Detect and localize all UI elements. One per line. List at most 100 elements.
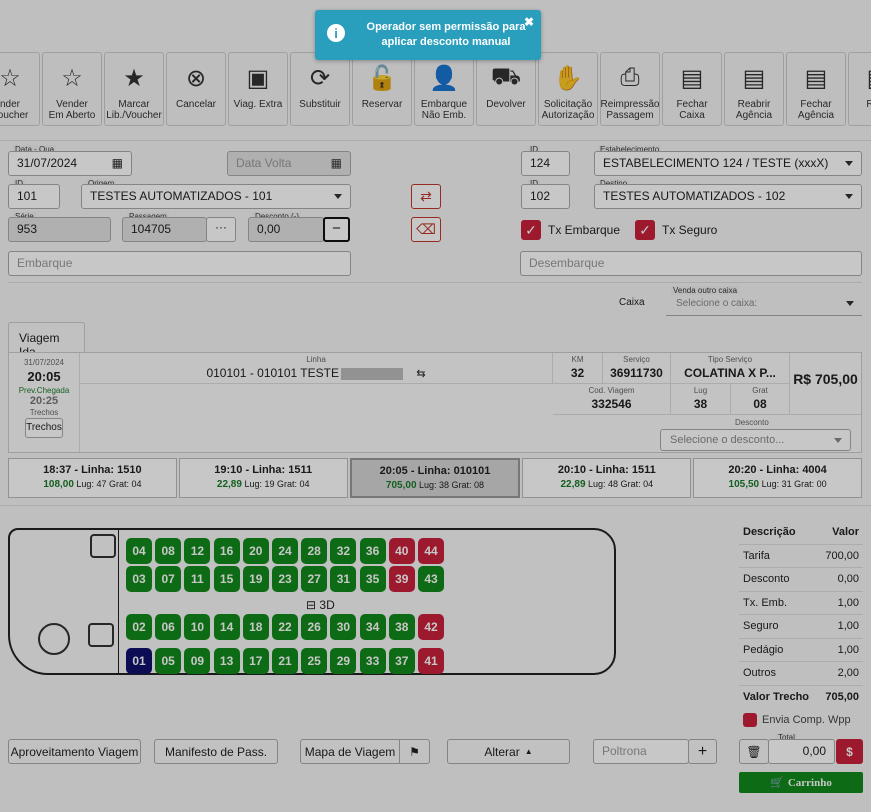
seat-44[interactable]: 44 xyxy=(418,538,444,564)
seat-04[interactable]: 04 xyxy=(126,538,152,564)
seat-15[interactable]: 15 xyxy=(213,566,240,592)
seat-42[interactable]: 42 xyxy=(418,614,444,640)
walk-button[interactable]: ⚑ xyxy=(399,739,430,764)
desembarque-field[interactable]: Desembarque xyxy=(520,251,862,276)
departure-option[interactable]: 20:10 - Linha: 1511 22,89 Lug: 48 Grat: 0… xyxy=(522,458,692,498)
return-date-field[interactable]: Data Volta ▦ xyxy=(227,151,351,176)
seat-09[interactable]: 09 xyxy=(184,648,211,674)
delete-button[interactable]: 🗑 xyxy=(739,739,769,764)
envia-comp-checkbox[interactable] xyxy=(743,713,757,727)
seat-25[interactable]: 25 xyxy=(301,648,328,674)
destino-id-field[interactable]: 102 xyxy=(521,184,570,209)
seat-11[interactable]: 11 xyxy=(184,566,211,592)
seat-32[interactable]: 32 xyxy=(330,538,357,564)
seat-14[interactable]: 14 xyxy=(213,614,240,640)
origem-id-field[interactable]: 101 xyxy=(8,184,60,209)
seat-43[interactable]: 43 xyxy=(418,566,444,592)
tx-seguro-checkbox[interactable]: ✓ xyxy=(635,220,655,240)
toolbar-button[interactable]: 👤 Embarque Não Emb. xyxy=(414,52,474,126)
desconto-field[interactable]: 0,00 xyxy=(248,217,324,242)
toolbar-button[interactable]: ▤ Fechar Caixa xyxy=(662,52,722,126)
3d-view-button[interactable]: ⊟ 3D xyxy=(306,598,335,612)
seat-31[interactable]: 31 xyxy=(330,566,357,592)
seat-35[interactable]: 35 xyxy=(359,566,386,592)
seat-16[interactable]: 16 xyxy=(213,538,240,564)
seat-27[interactable]: 27 xyxy=(301,566,328,592)
toolbar-button[interactable]: ⎙ Reimpressão Passagem xyxy=(600,52,660,126)
calendar-icon[interactable]: ▦ xyxy=(111,156,123,170)
seat-30[interactable]: 30 xyxy=(330,614,357,640)
destino-select[interactable]: TESTES AUTOMATIZADOS - 102 xyxy=(594,184,862,209)
seat-34[interactable]: 34 xyxy=(359,614,386,640)
seat-36[interactable]: 36 xyxy=(359,538,386,564)
seat-22[interactable]: 22 xyxy=(272,614,298,640)
seat-24[interactable]: 24 xyxy=(272,538,298,564)
add-poltrona-button[interactable]: + xyxy=(688,739,717,764)
toolbar-button[interactable]: ▣ Viag. Extra xyxy=(228,52,288,126)
close-icon[interactable]: ✖ xyxy=(523,15,534,29)
departure-option[interactable]: 18:37 - Linha: 1510 108,00 Lug: 47 Grat: … xyxy=(8,458,177,498)
seat-23[interactable]: 23 xyxy=(272,566,298,592)
estab-id-field[interactable]: 124 xyxy=(521,151,570,176)
departure-option[interactable]: 20:20 - Linha: 4004 105,50 Lug: 31 Grat: … xyxy=(693,458,862,498)
seat-19[interactable]: 19 xyxy=(242,566,269,592)
seat-10[interactable]: 10 xyxy=(184,614,211,640)
caixa-select[interactable]: Selecione o caixa: xyxy=(666,292,862,316)
seat-39[interactable]: 39 xyxy=(388,566,415,592)
minus-button[interactable]: − xyxy=(323,217,350,242)
seat-37[interactable]: 37 xyxy=(388,648,415,674)
seat-05[interactable]: 05 xyxy=(155,648,182,674)
trechos-button[interactable]: Trechos xyxy=(25,418,63,438)
alterar-button[interactable]: Alterar ▲ xyxy=(447,739,570,764)
origem-select[interactable]: TESTES AUTOMATIZADOS - 101 xyxy=(81,184,351,209)
seat-13[interactable]: 13 xyxy=(213,648,240,674)
seat-17[interactable]: 17 xyxy=(242,648,269,674)
poltrona-input[interactable]: Poltrona xyxy=(593,739,689,764)
toolbar-button[interactable]: ⟳ Substituir xyxy=(290,52,350,126)
departure-option[interactable]: 19:10 - Linha: 1511 22,89 Lug: 19 Grat: 0… xyxy=(178,458,348,498)
seat-41[interactable]: 41 xyxy=(418,648,444,674)
pay-button[interactable]: $ xyxy=(836,739,863,764)
seat-18[interactable]: 18 xyxy=(242,614,269,640)
seat-33[interactable]: 33 xyxy=(359,648,386,674)
refresh-icon[interactable]: ⇆ xyxy=(416,368,426,380)
passagem-more-button[interactable]: ··· xyxy=(206,217,236,242)
swap-button[interactable]: ⇄ xyxy=(411,184,441,209)
seat-21[interactable]: 21 xyxy=(272,648,298,674)
seat-06[interactable]: 06 xyxy=(155,614,182,640)
toolbar-button[interactable]: ★ Marcar Lib./Voucher xyxy=(104,52,164,126)
toolbar-button[interactable]: ▤ Reabrir Agência xyxy=(724,52,784,126)
seat-20[interactable]: 20 xyxy=(242,538,269,564)
date-field[interactable]: 31/07/2024 ▦ xyxy=(8,151,132,176)
toolbar-button[interactable]: ☆ nder Voucher xyxy=(0,52,40,126)
embarque-field[interactable]: Embarque xyxy=(8,251,351,276)
clear-button[interactable]: ⌫ xyxy=(411,217,441,242)
toolbar-button[interactable]: ☆ Vender Em Aberto xyxy=(42,52,102,126)
manifesto-button[interactable]: Manifesto de Pass. xyxy=(154,739,278,764)
toolbar-button[interactable]: ✋ Solicitação Autorização xyxy=(538,52,598,126)
tab-viagem-ida[interactable]: Viagem Ida xyxy=(8,322,85,359)
seat-26[interactable]: 26 xyxy=(301,614,328,640)
seat-03[interactable]: 03 xyxy=(126,566,152,592)
seat-07[interactable]: 07 xyxy=(155,566,182,592)
toolbar-button[interactable]: ▤ Relat xyxy=(848,52,871,126)
seat-28[interactable]: 28 xyxy=(301,538,328,564)
calendar-icon[interactable]: ▦ xyxy=(330,156,342,170)
departure-option[interactable]: 20:05 - Linha: 010101 705,00 Lug: 38 Grat… xyxy=(349,458,521,498)
toolbar-button[interactable]: 🔓 Reservar xyxy=(352,52,412,126)
seat-02[interactable]: 02 xyxy=(126,614,152,640)
toolbar-button[interactable]: ⛟ Devolver xyxy=(476,52,536,126)
trip-desconto-select[interactable]: Selecione o desconto... xyxy=(660,429,851,451)
seat-40[interactable]: 40 xyxy=(388,538,415,564)
seat-38[interactable]: 38 xyxy=(388,614,415,640)
aproveitamento-button[interactable]: Aproveitamento Viagem xyxy=(8,739,141,764)
toolbar-button[interactable]: ⊗ Cancelar xyxy=(166,52,226,126)
seat-01[interactable]: 01 xyxy=(126,648,152,674)
seat-08[interactable]: 08 xyxy=(155,538,182,564)
seat-29[interactable]: 29 xyxy=(330,648,357,674)
mapa-viagem-button[interactable]: Mapa de Viagem xyxy=(300,739,400,764)
seat-12[interactable]: 12 xyxy=(184,538,211,564)
tx-embarque-checkbox[interactable]: ✓ xyxy=(521,220,541,240)
toolbar-button[interactable]: ▤ Fechar Agência xyxy=(786,52,846,126)
estab-select[interactable]: ESTABELECIMENTO 124 / TESTE (xxxX) xyxy=(594,151,862,176)
